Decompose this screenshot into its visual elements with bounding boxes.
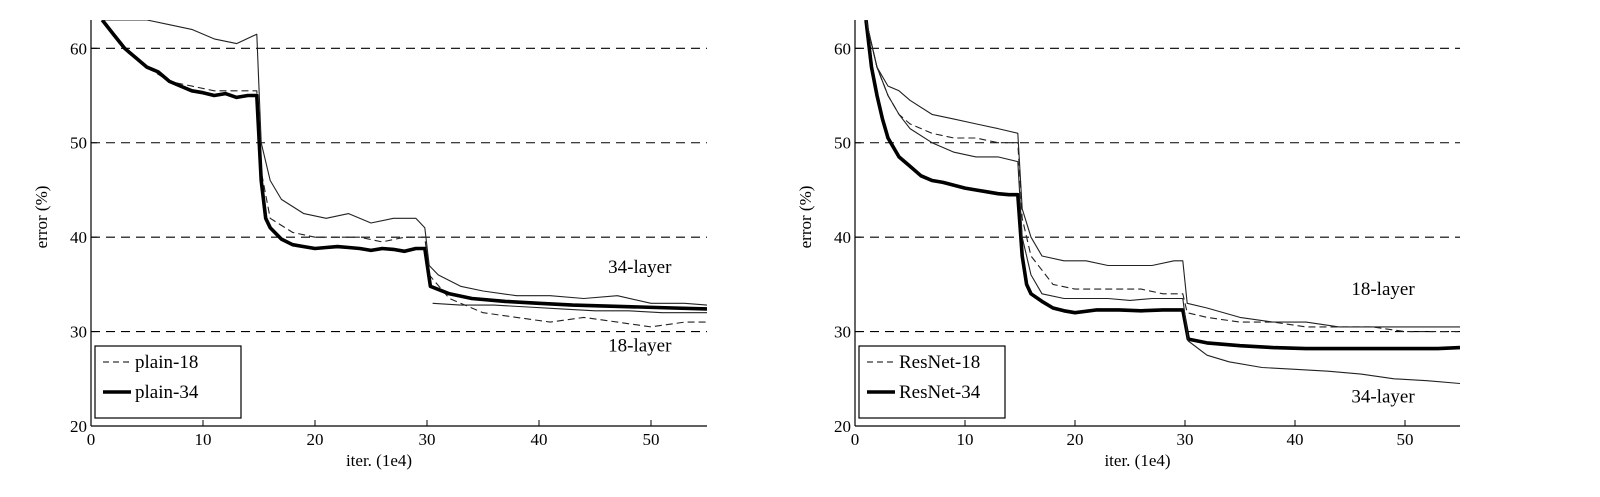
x-axis-label: iter. (1e4): [1104, 451, 1170, 470]
y-tick-label: 40: [70, 228, 87, 247]
series-line-plain-34-val: [432, 302, 707, 314]
x-tick-label: 20: [1067, 430, 1084, 449]
x-tick-label: 0: [851, 430, 860, 449]
x-tick-label: 0: [87, 430, 96, 449]
y-tick-label: 20: [834, 417, 851, 436]
series-line-plain-18-val: [102, 20, 707, 306]
y-axis-label: error (%): [796, 186, 815, 249]
annotation-label: 34-layer: [1351, 386, 1415, 407]
legend: plain-18 plain-34: [94, 345, 242, 419]
x-tick-label: 40: [1287, 430, 1304, 449]
series-group: [864, 20, 1460, 385]
series-line-resnet-34-val: [865, 20, 1460, 385]
x-tick-label: 30: [1177, 430, 1194, 449]
y-tick-label: 20: [70, 417, 87, 436]
annotation-label: 18-layer: [1351, 279, 1415, 300]
y-axis-label: error (%): [32, 186, 51, 249]
series-line-plain-18: [101, 20, 707, 328]
y-tick-label: 40: [834, 228, 851, 247]
y-tick-label: 50: [70, 134, 87, 153]
series-group: [100, 20, 707, 328]
legend-entry: ResNet-18: [899, 352, 980, 373]
x-axis-label: iter. (1e4): [346, 451, 412, 470]
x-tick-label: 40: [531, 430, 548, 449]
series-line-resnet-18-val: [865, 20, 1460, 328]
series-line-plain-34: [100, 20, 707, 311]
y-tick-label: 30: [834, 323, 851, 342]
annotation-label: 18-layer: [608, 335, 672, 356]
legend-box: [858, 345, 1006, 419]
x-tick-label: 10: [195, 430, 212, 449]
y-tick-label: 60: [70, 39, 87, 58]
legend-box: [94, 345, 242, 419]
series-line-resnet-18: [865, 20, 1460, 333]
x-tick-label: 20: [307, 430, 324, 449]
x-tick-label: 50: [1397, 430, 1414, 449]
x-tick-label: 10: [957, 430, 974, 449]
chart-panel-1: 20 30 40 50 60 0 10 20 30 40 50 iter. (1e4) error (%…: [32, 20, 707, 470]
x-tick-label: 30: [419, 430, 436, 449]
x-tick-label: 50: [643, 430, 660, 449]
y-tick-label: 50: [834, 134, 851, 153]
legend: ResNet-18 ResNet-34: [858, 345, 1006, 419]
legend-entry: ResNet-34: [899, 382, 981, 403]
legend-entry: plain-18: [135, 352, 198, 373]
chart-panel-2: 20 30 40 50 60 0 10 20 30 40 50 iter. (1e4) error (%…: [796, 20, 1460, 470]
series-line-resnet-34: [864, 20, 1460, 351]
annotation-label: 34-layer: [608, 257, 672, 278]
legend-entry: plain-34: [135, 382, 199, 403]
y-tick-label: 60: [834, 39, 851, 58]
y-tick-label: 30: [70, 323, 87, 342]
